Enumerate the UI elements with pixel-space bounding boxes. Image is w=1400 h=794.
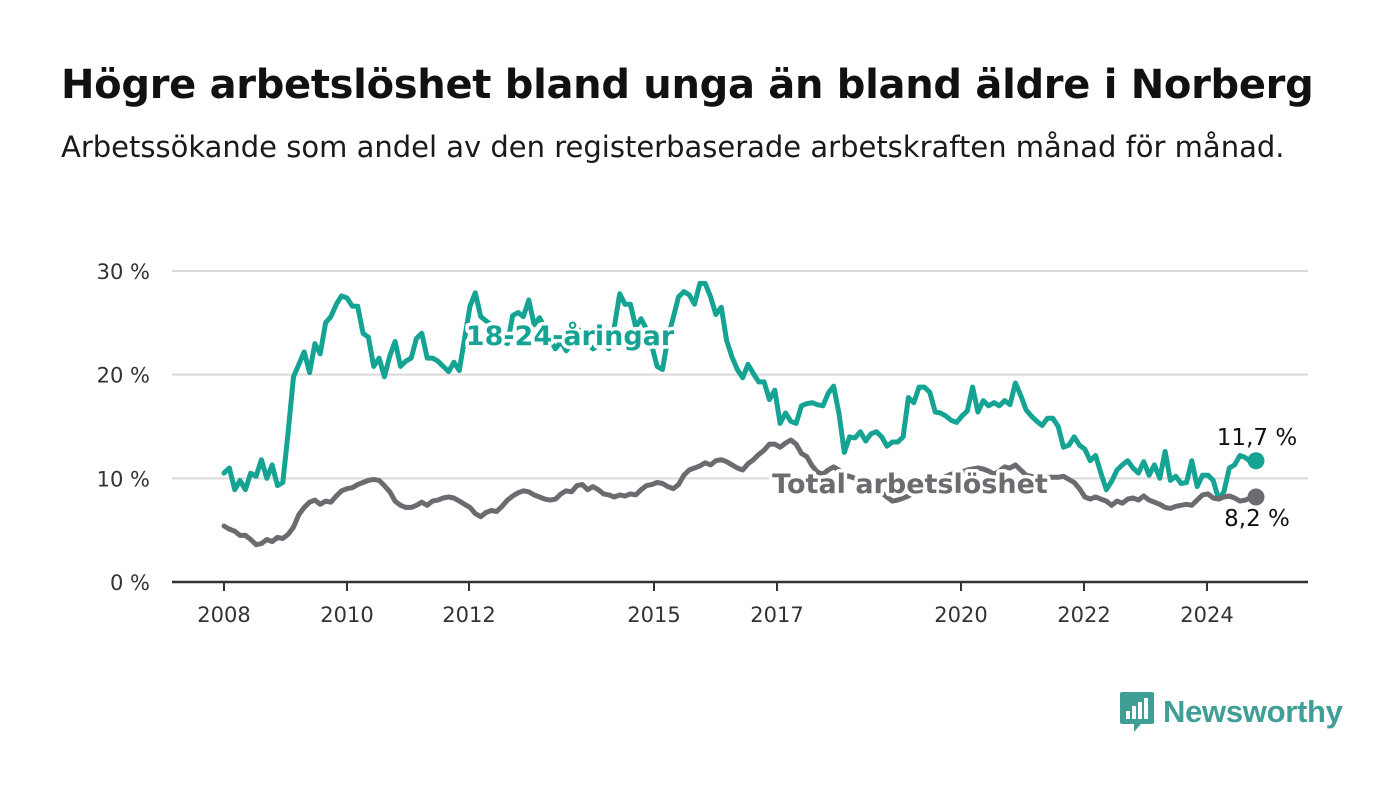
x-tick-label: 2012 [442, 603, 495, 627]
series-line-total [221, 437, 1259, 548]
bar-chart-icon [1120, 692, 1154, 732]
x-tick-label: 2015 [627, 603, 680, 627]
y-tick-label: 30 % [97, 260, 150, 284]
y-tick-label: 0 % [110, 571, 150, 595]
series-labels: 11,7 % 8,2 % 18-24-åringar Total arbetslösh… [462, 317, 1297, 533]
chart-title: Högre arbetslöshet bland unga än bland ä… [61, 62, 1314, 108]
chart-subtitle: Arbetssökande som andel av den registerb… [61, 130, 1285, 164]
gridlines: 0 % 10 % 20 % 30 % 2008 2010 2012 2015 2017 2020 2… [97, 260, 1308, 627]
end-point-total [1247, 488, 1265, 506]
series-name-youth: 18-24-åringar [466, 320, 675, 352]
x-tick-label: 2010 [320, 603, 373, 627]
series-name-total: Total arbetslöshet [772, 469, 1048, 500]
series-lines [221, 280, 1265, 548]
series-line-youth [221, 280, 1259, 502]
x-tick-label: 2008 [197, 603, 250, 627]
x-tick-label: 2024 [1180, 603, 1233, 627]
brand-name: Newsworthy [1163, 694, 1343, 729]
x-tick-label: 2017 [750, 603, 803, 627]
x-tick-label: 2020 [934, 603, 987, 627]
line-chart: 0 % 10 % 20 % 30 % 2008 2010 2012 2015 2017 2020 2… [97, 260, 1308, 627]
end-value-total: 8,2 % [1224, 506, 1290, 532]
brand-logo: Newsworthy [1119, 690, 1343, 734]
x-tick-label: 2022 [1057, 603, 1110, 627]
y-tick-label: 20 % [97, 364, 150, 388]
y-tick-label: 10 % [97, 467, 150, 491]
end-value-youth: 11,7 % [1217, 425, 1297, 451]
end-point-youth [1247, 452, 1265, 470]
